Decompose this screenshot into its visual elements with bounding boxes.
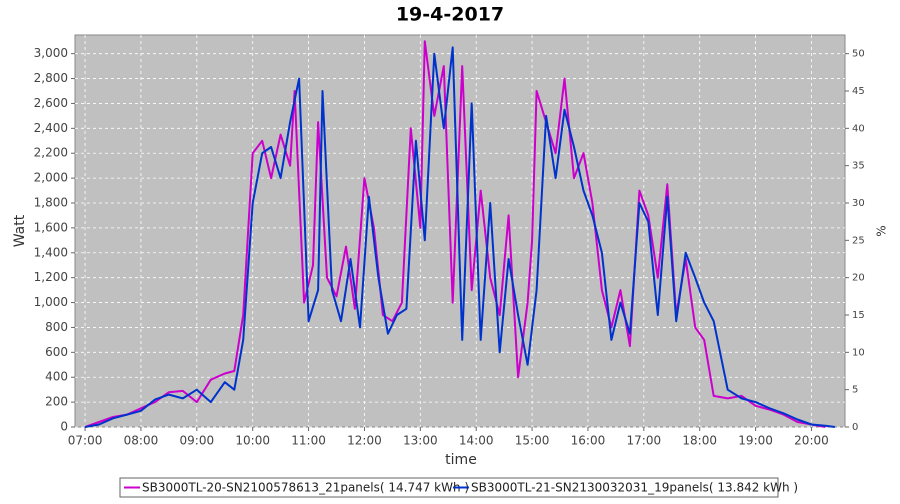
y2-tick-label: 10: [852, 347, 865, 358]
y-tick-label: 2,200: [34, 146, 68, 160]
y-axis-label: Watt: [12, 214, 28, 247]
x-tick-label: 14:00: [459, 434, 494, 448]
legend-label: SB3000TL-20-SN2100578613_21panels( 14.74…: [142, 481, 469, 495]
x-tick-label: 07:00: [68, 434, 103, 448]
series-line: [84, 46, 836, 428]
y-tick-label: 1,400: [34, 245, 68, 259]
x-tick-label: 08:00: [124, 434, 159, 448]
y-tick-label: 1,200: [34, 270, 68, 284]
x-tick-label: 19:00: [738, 434, 773, 448]
y-tick-label: 400: [45, 370, 68, 384]
legend-label: SB3000TL-21-SN2130032031_19panels( 13.84…: [471, 481, 798, 495]
y-tick-label: 2,800: [34, 71, 68, 85]
y2-tick-label: 20: [852, 273, 865, 284]
y2-tick-label: 0: [852, 422, 858, 433]
x-tick-label: 15:00: [515, 434, 550, 448]
x-tick-label: 09:00: [180, 434, 215, 448]
y-tick-label: 600: [45, 345, 68, 359]
x-tick-label: 16:00: [571, 434, 606, 448]
x-tick-label: 20:00: [794, 434, 829, 448]
y2-axis-label: %: [875, 225, 889, 236]
legend: [119, 477, 779, 498]
x-tick-label: 18:00: [682, 434, 717, 448]
y2-tick-label: 50: [852, 49, 865, 60]
chart-title: 19-4-2017: [396, 4, 504, 26]
y2-tick-label: 25: [852, 235, 865, 246]
y-tick-label: 1,600: [34, 220, 68, 234]
y2-tick-label: 30: [852, 198, 865, 209]
x-tick-label: 17:00: [627, 434, 662, 448]
x-tick-label: 11:00: [291, 434, 326, 448]
y-tick-label: 2,600: [34, 96, 68, 110]
x-axis-label: time: [445, 452, 477, 468]
y-tick-label: 2,400: [34, 121, 68, 135]
y-tick-label: 2,000: [34, 171, 68, 185]
y2-tick-label: 40: [852, 123, 865, 134]
y-tick-label: 0: [60, 420, 68, 434]
y2-tick-label: 5: [852, 385, 858, 396]
y-tick-label: 1,000: [34, 295, 68, 309]
x-tick-label: 13:00: [403, 434, 438, 448]
y2-tick-label: 15: [852, 310, 865, 321]
y-tick-label: 800: [45, 320, 68, 334]
y-tick-label: 1,800: [34, 196, 68, 210]
x-tick-label: 12:00: [347, 434, 382, 448]
plot-area: [74, 34, 846, 428]
y2-tick-label: 45: [852, 86, 865, 97]
y2-tick-label: 35: [852, 161, 865, 172]
x-tick-label: 10:00: [235, 434, 270, 448]
y-tick-label: 3,000: [34, 46, 68, 60]
y-tick-label: 200: [45, 395, 68, 409]
